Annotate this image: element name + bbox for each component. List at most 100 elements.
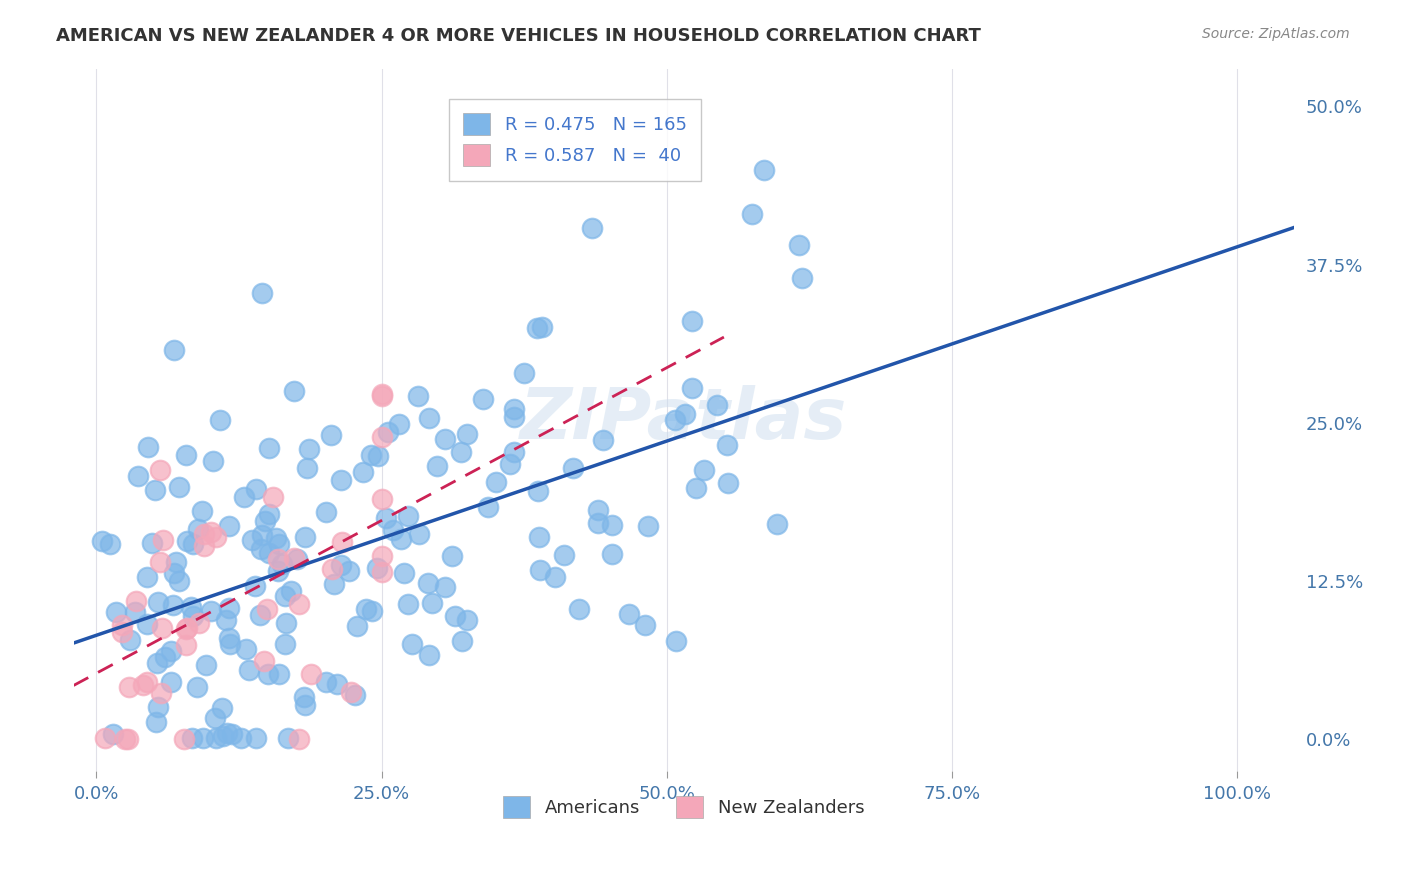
- Text: ZIPatlas: ZIPatlas: [520, 385, 848, 454]
- Point: [370, 387, 392, 401]
- Point: [111, 624, 134, 639]
- Point: [176, 534, 198, 549]
- Point: [444, 609, 467, 624]
- Point: [266, 565, 288, 579]
- Point: [209, 413, 232, 427]
- Point: [117, 732, 139, 747]
- Point: [235, 642, 257, 657]
- Point: [186, 680, 208, 694]
- Point: [529, 564, 551, 578]
- Point: [274, 616, 297, 631]
- Point: [681, 381, 703, 395]
- Point: [253, 655, 276, 669]
- Point: [326, 677, 349, 691]
- Point: [187, 616, 209, 631]
- Point: [173, 732, 195, 747]
- Point: [717, 476, 740, 491]
- Point: [673, 407, 696, 421]
- Point: [396, 597, 419, 611]
- Point: [382, 524, 405, 538]
- Point: [298, 442, 321, 457]
- Point: [529, 530, 551, 544]
- Point: [127, 469, 149, 483]
- Point: [408, 527, 430, 541]
- Point: [406, 389, 429, 403]
- Point: [592, 433, 614, 447]
- Point: [187, 522, 209, 536]
- Point: [450, 445, 472, 459]
- Point: [212, 730, 235, 744]
- Point: [176, 621, 198, 635]
- Point: [422, 596, 444, 610]
- Point: [174, 622, 197, 636]
- Point: [503, 445, 526, 459]
- Point: [205, 530, 228, 544]
- Point: [114, 732, 136, 747]
- Point: [396, 508, 419, 523]
- Point: [634, 618, 657, 632]
- Point: [685, 481, 707, 495]
- Point: [152, 533, 174, 547]
- Point: [472, 392, 495, 407]
- Point: [257, 441, 280, 455]
- Point: [425, 459, 447, 474]
- Point: [370, 549, 392, 563]
- Point: [330, 535, 353, 549]
- Point: [346, 619, 368, 633]
- Point: [294, 698, 316, 712]
- Point: [544, 570, 567, 584]
- Point: [527, 483, 550, 498]
- Point: [135, 616, 157, 631]
- Point: [111, 618, 134, 632]
- Point: [295, 461, 318, 475]
- Point: [283, 384, 305, 399]
- Point: [274, 589, 297, 603]
- Point: [194, 658, 217, 673]
- Point: [274, 637, 297, 651]
- Point: [294, 530, 316, 544]
- Point: [433, 432, 456, 446]
- Point: [394, 566, 416, 580]
- Point: [136, 569, 159, 583]
- Point: [104, 606, 127, 620]
- Point: [388, 417, 411, 431]
- Point: [218, 631, 240, 645]
- Point: [269, 537, 291, 551]
- Point: [135, 675, 157, 690]
- Point: [665, 633, 688, 648]
- Point: [180, 600, 202, 615]
- Point: [149, 555, 172, 569]
- Point: [218, 519, 240, 533]
- Point: [245, 731, 267, 745]
- Point: [792, 270, 814, 285]
- Point: [562, 461, 585, 475]
- Point: [531, 319, 554, 334]
- Point: [267, 551, 290, 566]
- Point: [292, 690, 315, 704]
- Point: [581, 221, 603, 235]
- Point: [352, 465, 374, 479]
- Point: [167, 574, 190, 588]
- Point: [283, 551, 305, 566]
- Point: [370, 491, 392, 506]
- Point: [215, 613, 238, 627]
- Point: [706, 398, 728, 412]
- Point: [568, 601, 591, 615]
- Point: [191, 504, 214, 518]
- Point: [150, 621, 173, 635]
- Point: [370, 430, 392, 444]
- Point: [240, 533, 263, 547]
- Point: [98, 537, 121, 551]
- Point: [418, 411, 440, 425]
- Point: [401, 637, 423, 651]
- Point: [370, 389, 392, 403]
- Point: [256, 667, 278, 681]
- Point: [752, 162, 775, 177]
- Point: [285, 552, 308, 566]
- Point: [193, 539, 215, 553]
- Point: [229, 731, 252, 745]
- Point: [118, 681, 141, 695]
- Point: [256, 602, 278, 616]
- Point: [204, 731, 226, 745]
- Point: [160, 675, 183, 690]
